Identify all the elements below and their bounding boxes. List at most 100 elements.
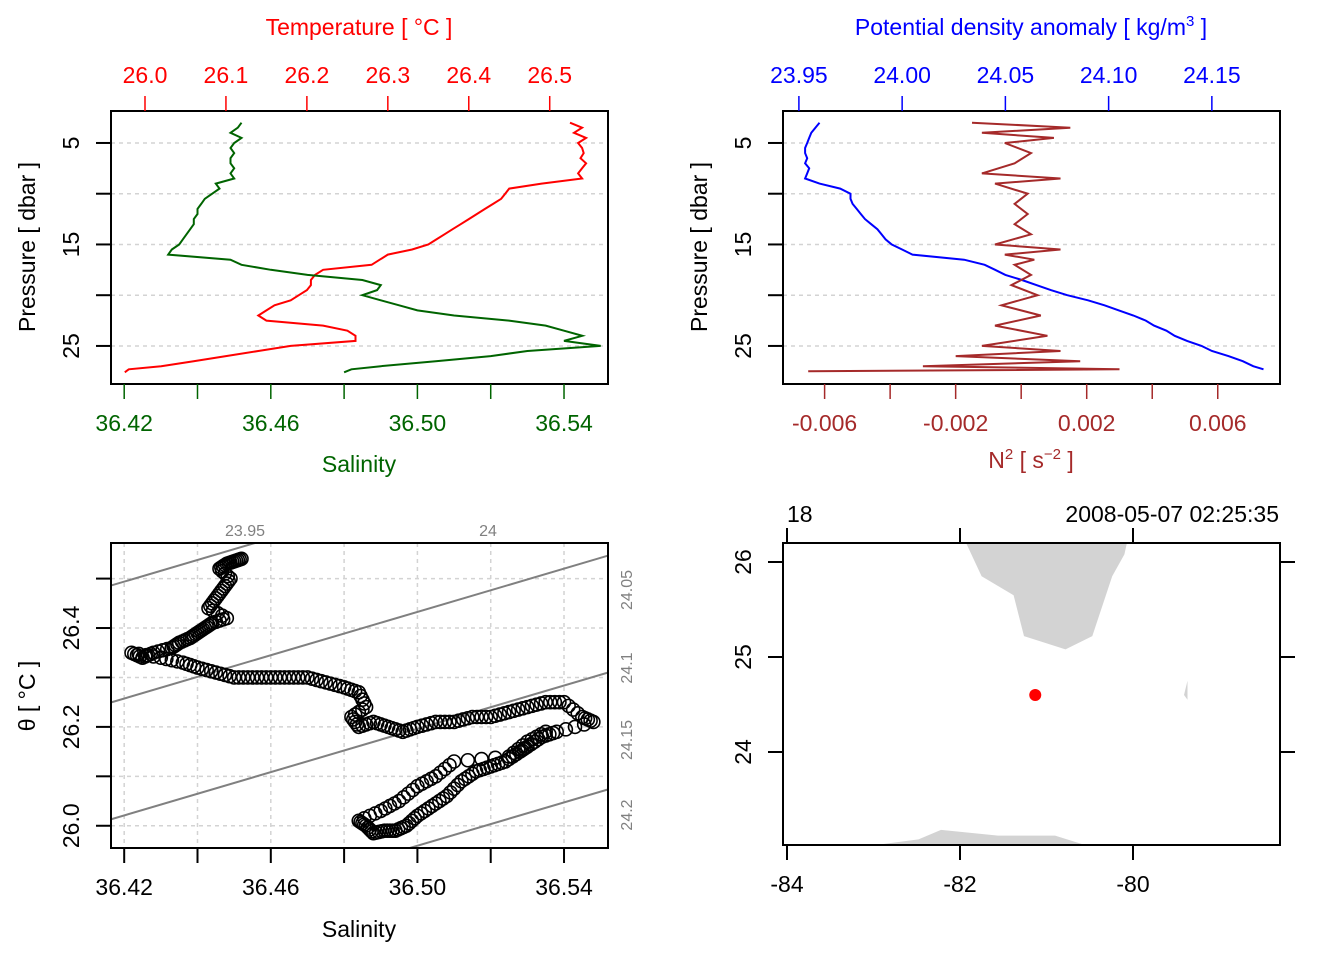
data-point xyxy=(295,670,311,685)
isopycnal-label: 24.05 xyxy=(619,570,636,610)
grid xyxy=(783,142,1280,347)
data-point xyxy=(474,709,489,725)
plot-frame xyxy=(110,110,609,385)
data-point xyxy=(468,764,484,779)
data-point xyxy=(547,694,563,710)
tick-label: 36.42 xyxy=(95,410,153,436)
tick-label: 24.05 xyxy=(977,62,1035,88)
isopycnal-label: 24 xyxy=(479,523,497,540)
data-point xyxy=(290,670,306,685)
data-point xyxy=(465,766,480,782)
data-point xyxy=(437,714,453,730)
density-axis: 23.95 24.00 24.05 24.10 24.15 xyxy=(770,62,1241,111)
plot-frame xyxy=(110,542,609,849)
data-point xyxy=(478,709,494,725)
data-point xyxy=(538,724,553,740)
salinity-axis: 36.42 36.46 36.50 36.54 xyxy=(95,848,593,900)
tick-label: -0.002 xyxy=(923,410,988,436)
tick-label: 15 xyxy=(58,232,84,258)
data-point xyxy=(366,825,381,841)
salinity-axis-title: Salinity xyxy=(322,451,397,477)
tick-label: 5 xyxy=(58,137,84,150)
data-point xyxy=(460,752,476,768)
isopycnal-lines xyxy=(111,543,608,848)
data-point xyxy=(124,645,139,661)
data-point xyxy=(355,702,370,717)
tick-label: -84 xyxy=(770,871,803,897)
series-layer xyxy=(124,121,601,374)
data-point xyxy=(446,754,462,769)
tick-label: 26.0 xyxy=(123,62,168,88)
tick-label: 0.006 xyxy=(1189,410,1247,436)
isopycnal-24.05 xyxy=(111,671,608,821)
data-point xyxy=(223,571,238,586)
tick-label: 25 xyxy=(730,644,756,670)
data-point xyxy=(435,791,451,806)
data-point xyxy=(437,761,453,777)
series-temperature xyxy=(124,121,589,374)
data-point xyxy=(558,722,574,737)
data-point xyxy=(153,650,169,665)
data-point xyxy=(407,811,422,826)
data-point xyxy=(428,796,444,811)
tick-label: 36.46 xyxy=(242,874,300,900)
data-point xyxy=(410,808,425,824)
pressure-axis: 5 15 25 xyxy=(58,137,111,359)
tick-label: 36.54 xyxy=(535,874,593,900)
panel-ts-diagram: 36.42 36.46 36.50 36.54 26.026.226.4 23.95 2… xyxy=(14,523,636,942)
data-point xyxy=(421,801,436,816)
data-point xyxy=(424,798,440,814)
temperature-axis-title: Temperature [ °C ] xyxy=(266,14,453,40)
tick-label: 0.002 xyxy=(1058,410,1116,436)
series-salinity xyxy=(166,122,601,374)
tick-label: 24 xyxy=(730,739,756,765)
n2-axis: -0.006 -0.002 0.002 0.006 xyxy=(792,384,1247,436)
tick-label: 26.2 xyxy=(58,705,84,750)
tick-label: 36.42 xyxy=(95,874,153,900)
tick-label: 23.95 xyxy=(770,62,828,88)
tick-label: 26.2 xyxy=(285,62,330,88)
map-frame xyxy=(782,542,1281,846)
data-point xyxy=(170,654,185,669)
data-point xyxy=(220,568,236,584)
data-point xyxy=(474,751,489,767)
data-point xyxy=(556,694,572,710)
isopycnal-label: 24.1 xyxy=(619,652,636,683)
series-n2 xyxy=(808,121,1120,373)
data-point xyxy=(214,583,229,599)
data-point xyxy=(344,709,359,725)
data-point xyxy=(164,652,180,668)
data-point xyxy=(433,765,448,780)
data-point xyxy=(221,573,236,589)
temperature-axis: 26.0 26.1 26.2 26.3 26.4 26.5 xyxy=(123,62,572,111)
data-point xyxy=(159,651,174,667)
data-point xyxy=(215,558,231,574)
data-point xyxy=(131,646,147,662)
theta-axis-title: θ [ °C ] xyxy=(14,661,40,732)
tick-label: 26 xyxy=(730,549,756,575)
salinity-axis-title: Salinity xyxy=(322,916,397,942)
land-polygon xyxy=(966,543,1127,650)
land-polygons xyxy=(875,543,1188,845)
n2-axis-title: N2 [ s−2 ] xyxy=(988,446,1074,473)
tick-label: 24.00 xyxy=(873,62,931,88)
tick-label: 36.54 xyxy=(535,410,593,436)
tick-label: 24.10 xyxy=(1080,62,1138,88)
data-point xyxy=(454,773,469,789)
data-point xyxy=(210,588,225,604)
station-marker[interactable] xyxy=(1029,689,1042,701)
tick-label: 26.1 xyxy=(204,62,249,88)
data-point xyxy=(400,786,416,801)
data-point xyxy=(506,745,521,761)
data-point xyxy=(212,561,227,577)
tick-label: 36.50 xyxy=(389,410,447,436)
data-point xyxy=(561,698,576,714)
tick-label: 26.4 xyxy=(58,605,84,650)
panel-station-map: -84 -82 -80 24 25 26 18 2008-05-07 02:25:35 xyxy=(730,501,1295,897)
tick-label: 36.50 xyxy=(389,874,447,900)
tick-label: 26.5 xyxy=(527,62,572,88)
data-point xyxy=(552,694,567,710)
pressure-axis-title: Pressure [ dbar ] xyxy=(686,162,712,332)
tick-label: -82 xyxy=(943,871,976,897)
tick-label: 26.0 xyxy=(58,803,84,848)
